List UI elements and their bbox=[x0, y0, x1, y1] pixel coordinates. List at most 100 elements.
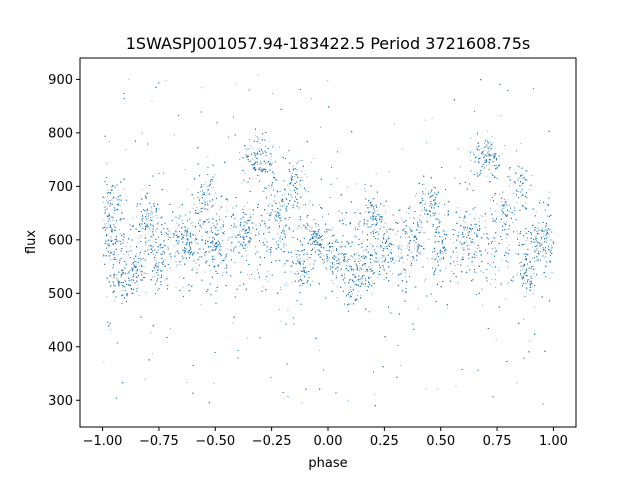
data-point bbox=[272, 238, 273, 240]
data-point bbox=[240, 226, 242, 228]
data-point bbox=[201, 195, 203, 196]
data-point bbox=[532, 293, 534, 295]
data-point bbox=[482, 304, 483, 306]
data-point bbox=[491, 136, 493, 138]
data-point bbox=[306, 176, 308, 178]
data-point bbox=[315, 238, 317, 240]
data-point bbox=[487, 141, 488, 143]
data-point bbox=[435, 270, 437, 271]
data-point bbox=[250, 219, 251, 221]
data-point bbox=[255, 224, 257, 226]
data-point bbox=[438, 202, 440, 204]
data-point bbox=[374, 211, 376, 213]
data-point bbox=[520, 143, 522, 144]
data-point bbox=[118, 240, 120, 242]
data-point bbox=[122, 253, 124, 255]
data-point bbox=[258, 148, 260, 149]
data-point bbox=[377, 210, 379, 212]
data-point bbox=[361, 283, 362, 285]
data-point bbox=[471, 230, 472, 232]
data-point bbox=[351, 293, 353, 295]
data-point bbox=[116, 203, 118, 205]
data-point bbox=[148, 240, 149, 241]
data-point bbox=[144, 378, 146, 380]
data-point bbox=[149, 239, 151, 241]
data-point bbox=[306, 191, 308, 193]
data-point bbox=[430, 191, 432, 193]
data-point bbox=[480, 254, 482, 256]
data-point bbox=[143, 253, 145, 255]
data-point bbox=[337, 270, 339, 271]
data-point bbox=[200, 303, 202, 305]
data-point bbox=[504, 201, 506, 202]
data-point bbox=[148, 212, 149, 214]
data-point bbox=[168, 239, 169, 240]
data-point bbox=[332, 258, 334, 260]
data-point bbox=[457, 257, 459, 259]
data-point bbox=[502, 214, 503, 216]
data-point bbox=[239, 233, 241, 235]
data-point bbox=[507, 282, 509, 284]
data-point bbox=[186, 382, 188, 383]
data-point bbox=[141, 198, 142, 199]
data-point bbox=[359, 267, 361, 269]
data-point bbox=[119, 205, 121, 207]
data-point bbox=[180, 264, 182, 266]
data-point bbox=[254, 278, 256, 280]
data-point bbox=[500, 115, 502, 116]
data-point bbox=[220, 250, 222, 252]
data-point bbox=[540, 259, 541, 261]
data-point bbox=[405, 276, 407, 278]
data-point bbox=[463, 219, 465, 221]
data-point bbox=[140, 235, 142, 237]
data-point bbox=[536, 230, 538, 232]
data-point bbox=[546, 241, 547, 243]
data-point bbox=[420, 223, 422, 225]
data-point bbox=[246, 247, 248, 249]
data-point bbox=[354, 235, 356, 237]
data-point bbox=[170, 233, 172, 235]
data-point bbox=[385, 211, 387, 213]
data-point bbox=[339, 253, 341, 255]
data-point bbox=[506, 199, 508, 201]
data-point bbox=[470, 137, 472, 139]
data-point bbox=[374, 228, 376, 230]
data-point bbox=[139, 253, 140, 255]
data-point bbox=[413, 259, 415, 261]
data-point bbox=[347, 244, 349, 246]
data-point bbox=[491, 247, 493, 249]
data-point bbox=[549, 191, 551, 193]
data-point bbox=[157, 250, 159, 252]
data-point bbox=[349, 266, 351, 268]
data-point bbox=[541, 237, 542, 239]
data-point bbox=[300, 264, 302, 266]
data-point bbox=[477, 131, 479, 133]
data-point bbox=[261, 169, 263, 171]
data-point bbox=[140, 270, 141, 272]
data-point bbox=[163, 244, 165, 246]
data-point bbox=[309, 230, 311, 232]
data-point bbox=[203, 199, 205, 201]
data-point bbox=[145, 218, 147, 219]
data-point bbox=[433, 186, 434, 188]
data-point bbox=[181, 219, 183, 221]
data-point bbox=[139, 237, 141, 239]
data-point bbox=[397, 245, 398, 247]
data-point bbox=[252, 158, 253, 160]
data-point bbox=[302, 250, 304, 252]
data-point bbox=[373, 215, 375, 217]
data-point bbox=[143, 266, 145, 268]
data-point bbox=[496, 164, 497, 166]
data-point bbox=[243, 222, 245, 224]
data-point bbox=[538, 223, 540, 224]
data-point bbox=[374, 260, 376, 262]
data-point bbox=[457, 236, 459, 238]
data-point bbox=[423, 232, 425, 234]
data-point bbox=[385, 257, 386, 259]
data-point bbox=[406, 259, 408, 260]
data-point bbox=[385, 229, 387, 230]
data-point bbox=[151, 213, 153, 215]
data-point bbox=[152, 270, 154, 271]
data-point bbox=[356, 264, 357, 266]
data-point bbox=[535, 239, 536, 241]
